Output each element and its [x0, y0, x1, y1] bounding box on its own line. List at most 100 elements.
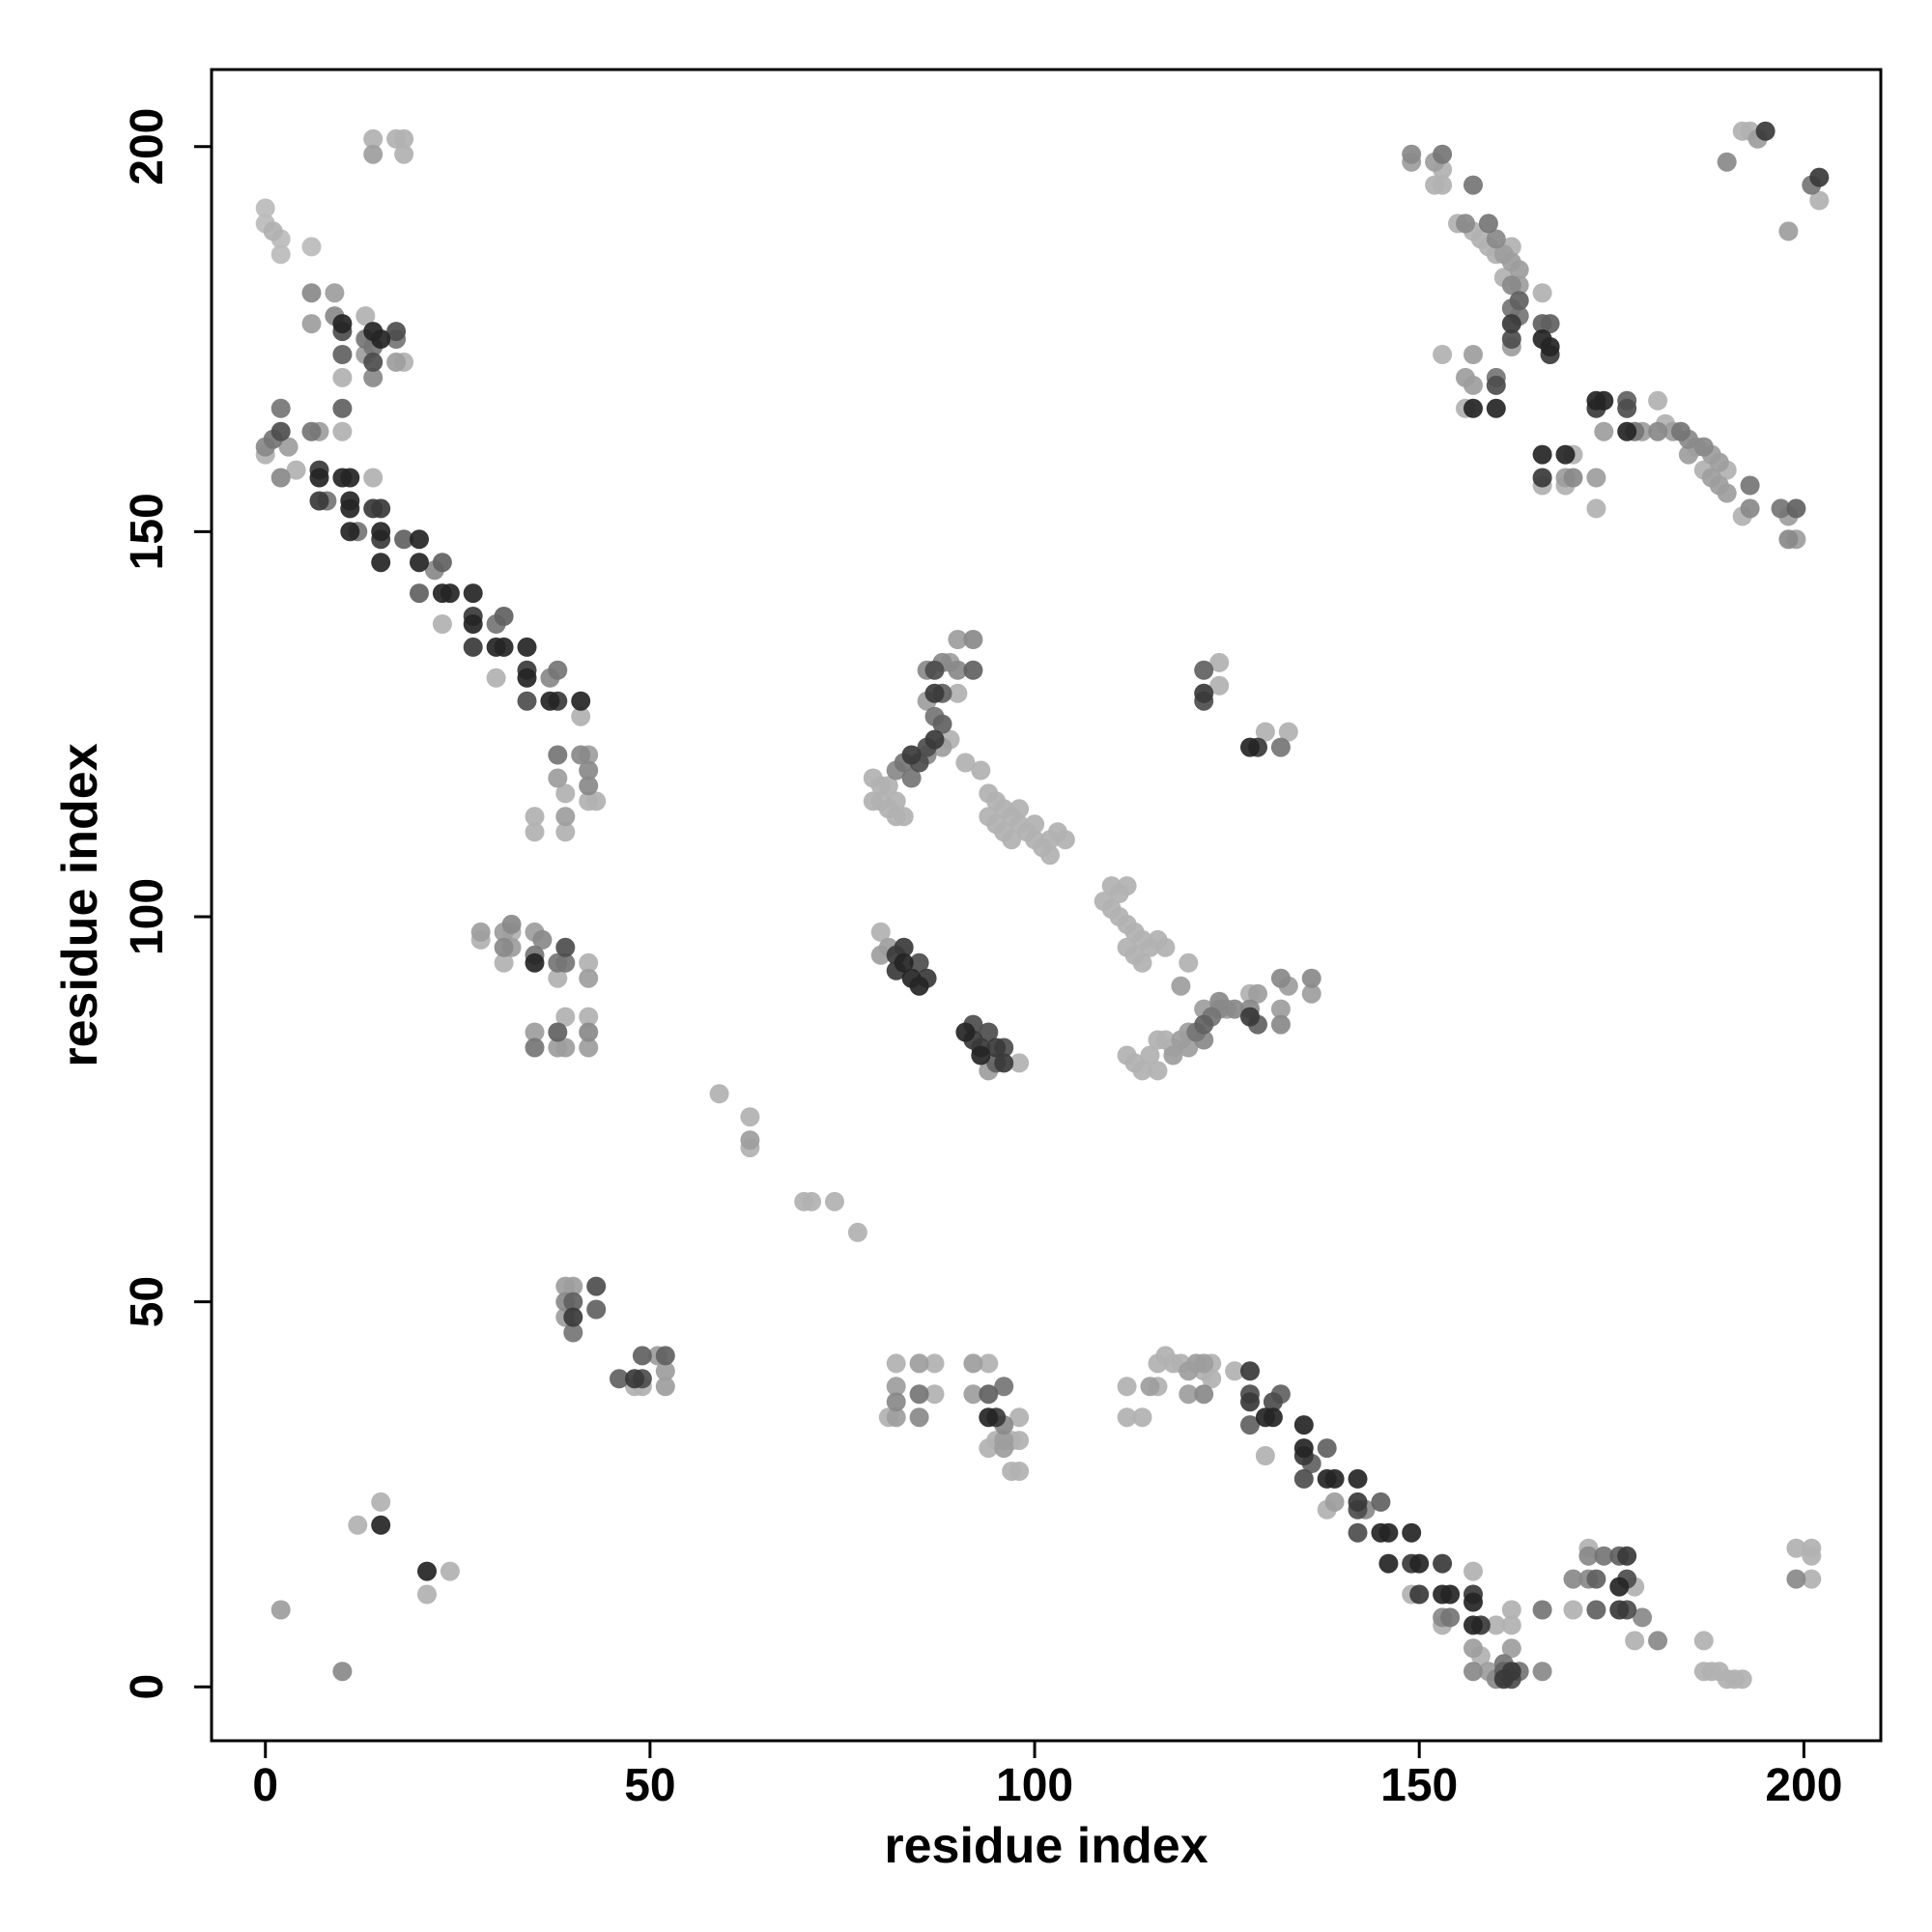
contact-point [1225, 999, 1245, 1019]
contact-point [924, 1384, 945, 1405]
contact-point [740, 1130, 760, 1151]
contact-point [948, 630, 968, 649]
contact-point [924, 1353, 945, 1374]
contact-point [1463, 1662, 1483, 1682]
contact-point [1563, 1569, 1583, 1589]
contact-point [1409, 1584, 1430, 1605]
contact-point [1270, 999, 1291, 1019]
contact-point [1633, 1607, 1653, 1628]
contact-point [1540, 337, 1560, 356]
y-tick-label: 200 [122, 108, 173, 185]
contact-point [1463, 1638, 1483, 1659]
contact-point [1648, 390, 1668, 411]
contact-point [1255, 1446, 1275, 1465]
contact-point [1240, 1361, 1260, 1381]
contact-point [579, 968, 599, 988]
contact-point [348, 1515, 368, 1535]
contact-point [332, 1662, 353, 1682]
contact-point [1555, 444, 1576, 465]
contact-point [1132, 1407, 1152, 1428]
contact-point [1132, 1061, 1152, 1081]
contact-point [886, 1392, 906, 1412]
contact-point [555, 807, 576, 827]
contact-point [1171, 976, 1191, 996]
contact-point [1648, 1631, 1668, 1651]
contact-point [1255, 722, 1275, 742]
contact-point [1179, 1037, 1199, 1058]
contact-point [924, 660, 945, 680]
contact-point [470, 922, 491, 942]
contact-point [1786, 498, 1806, 519]
contact-point [924, 683, 945, 703]
contact-point [1278, 722, 1298, 742]
contact-point [1678, 444, 1698, 465]
contact-point [1532, 1662, 1552, 1682]
contact-point [994, 1438, 1014, 1459]
contact-point [340, 468, 360, 488]
contact-point [1617, 398, 1637, 418]
contact-point [979, 1438, 999, 1459]
y-tick-label: 100 [122, 878, 173, 955]
contact-point [963, 630, 983, 649]
contact-point [1778, 529, 1799, 550]
contact-point [301, 421, 322, 441]
contact-point [1532, 468, 1552, 488]
contact-point [1155, 937, 1176, 957]
contact-point [1179, 1384, 1199, 1405]
contact-point [1501, 1662, 1521, 1682]
contact-point [1463, 1592, 1483, 1612]
y-tick-label: 50 [122, 1276, 173, 1327]
contact-point [1755, 121, 1776, 141]
contact-point [501, 914, 522, 934]
contact-point [548, 745, 568, 765]
contact-point [963, 1353, 983, 1374]
contact-point [1433, 1553, 1453, 1574]
contact-point [1270, 1014, 1291, 1035]
y-axis-title: residue index [52, 743, 108, 1066]
contact-point [1486, 398, 1506, 418]
contact-point [579, 1037, 599, 1058]
contact-point [386, 352, 407, 372]
contact-point [1501, 1600, 1521, 1620]
contact-point [1740, 475, 1760, 496]
contact-point [909, 1353, 929, 1374]
contact-point [1609, 1600, 1630, 1620]
contact-point [1009, 1462, 1030, 1481]
contact-point [1009, 1431, 1030, 1451]
contact-point [579, 1022, 599, 1042]
contact-point [979, 1384, 999, 1405]
contact-point [1771, 498, 1791, 519]
contact-point [517, 637, 537, 657]
contact-point [632, 1346, 652, 1366]
contact-point [579, 1007, 599, 1027]
contact-point [1693, 437, 1714, 457]
contact-point [563, 1292, 583, 1312]
contact-point [1301, 968, 1321, 988]
contact-point [1463, 1561, 1483, 1581]
contact-point [932, 714, 952, 734]
contact-point [1563, 468, 1583, 488]
contact-point [548, 768, 568, 788]
contact-point [1786, 1538, 1806, 1558]
contact-point [1463, 345, 1483, 364]
contact-point [1348, 1522, 1368, 1543]
contact-point [1671, 421, 1690, 441]
contact-point [394, 144, 414, 164]
contact-point [1202, 1369, 1222, 1389]
contact-point [255, 198, 275, 218]
contact-point [878, 776, 898, 796]
contact-point [1140, 1045, 1160, 1065]
contact-point [979, 1407, 999, 1428]
contact-point [548, 968, 568, 988]
contact-point [463, 583, 483, 604]
contact-point [532, 929, 553, 950]
contact-point [340, 522, 360, 542]
contact-point [847, 1222, 867, 1242]
contact-point [525, 952, 545, 973]
contact-point [1240, 1392, 1260, 1412]
contact-point [1225, 1361, 1245, 1381]
contact-point [1563, 1600, 1583, 1620]
contact-point [825, 1191, 844, 1211]
contact-point [371, 553, 391, 573]
contact-point [1409, 1553, 1430, 1574]
